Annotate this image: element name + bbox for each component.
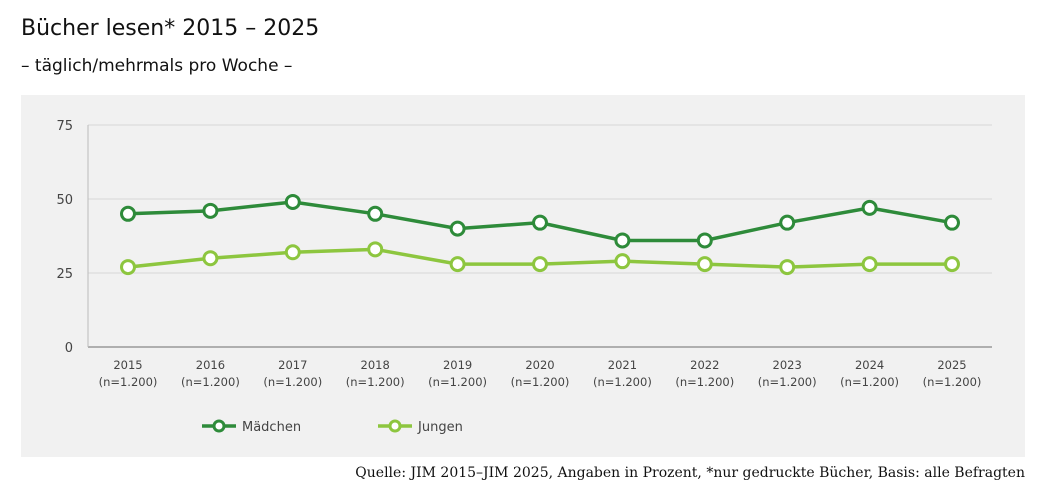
x-tick-sublabel: (n=1.200) — [675, 375, 734, 389]
x-tick-label: 2025 — [937, 358, 966, 372]
x-tick-sublabel: (n=1.200) — [758, 375, 817, 389]
data-point — [696, 256, 713, 273]
data-point — [944, 256, 960, 273]
x-tick-sublabel: (n=1.200) — [593, 375, 652, 389]
legend-label: Mädchen — [242, 420, 301, 435]
y-tick-label: 0 — [65, 341, 73, 356]
x-tick-sublabel: (n=1.200) — [181, 375, 240, 389]
data-point — [120, 205, 136, 222]
x-tick-label: 2024 — [855, 358, 884, 372]
data-point — [861, 256, 878, 273]
x-tick-sublabel: (n=1.200) — [428, 375, 487, 389]
legend-marker — [212, 419, 226, 433]
data-point — [202, 202, 219, 219]
x-tick-label: 2015 — [113, 358, 142, 372]
x-tick-sublabel: (n=1.200) — [99, 375, 158, 389]
data-point — [120, 259, 136, 276]
x-tick-sublabel: (n=1.200) — [923, 375, 982, 389]
x-tick-label: 2017 — [278, 358, 307, 372]
data-point — [944, 214, 960, 231]
data-point — [367, 205, 384, 222]
data-point — [532, 256, 548, 273]
data-point — [614, 253, 631, 270]
data-point — [696, 232, 713, 249]
x-tick-sublabel: (n=1.200) — [511, 375, 570, 389]
x-tick-label: 2016 — [196, 358, 225, 372]
chart-title: Bücher lesen* 2015 – 2025 — [21, 16, 320, 41]
y-tick-label: 50 — [56, 193, 73, 208]
data-point — [861, 199, 878, 216]
x-tick-label: 2019 — [443, 358, 472, 372]
y-tick-label: 25 — [56, 267, 73, 282]
data-point — [449, 220, 466, 237]
data-point — [202, 250, 219, 267]
chart-panel — [21, 95, 1025, 457]
x-tick-label: 2018 — [361, 358, 390, 372]
data-point — [449, 256, 466, 273]
x-tick-label: 2022 — [690, 358, 719, 372]
legend-marker — [388, 419, 402, 433]
data-point — [614, 232, 631, 249]
x-tick-label: 2021 — [608, 358, 637, 372]
data-point — [779, 214, 796, 231]
y-tick-label: 75 — [56, 119, 73, 134]
chart-subtitle: – täglich/mehrmals pro Woche – — [21, 56, 293, 76]
data-point — [532, 214, 548, 231]
data-point — [284, 244, 301, 261]
legend-label: Jungen — [417, 420, 463, 435]
data-point — [284, 193, 301, 210]
x-tick-label: 2020 — [525, 358, 554, 372]
data-point — [367, 241, 384, 258]
x-tick-sublabel: (n=1.200) — [840, 375, 899, 389]
source-note: Quelle: JIM 2015–JIM 2025, Angaben in Pr… — [355, 465, 1025, 481]
x-tick-sublabel: (n=1.200) — [346, 375, 405, 389]
data-point — [779, 259, 796, 276]
x-tick-label: 2023 — [773, 358, 802, 372]
x-tick-sublabel: (n=1.200) — [263, 375, 322, 389]
